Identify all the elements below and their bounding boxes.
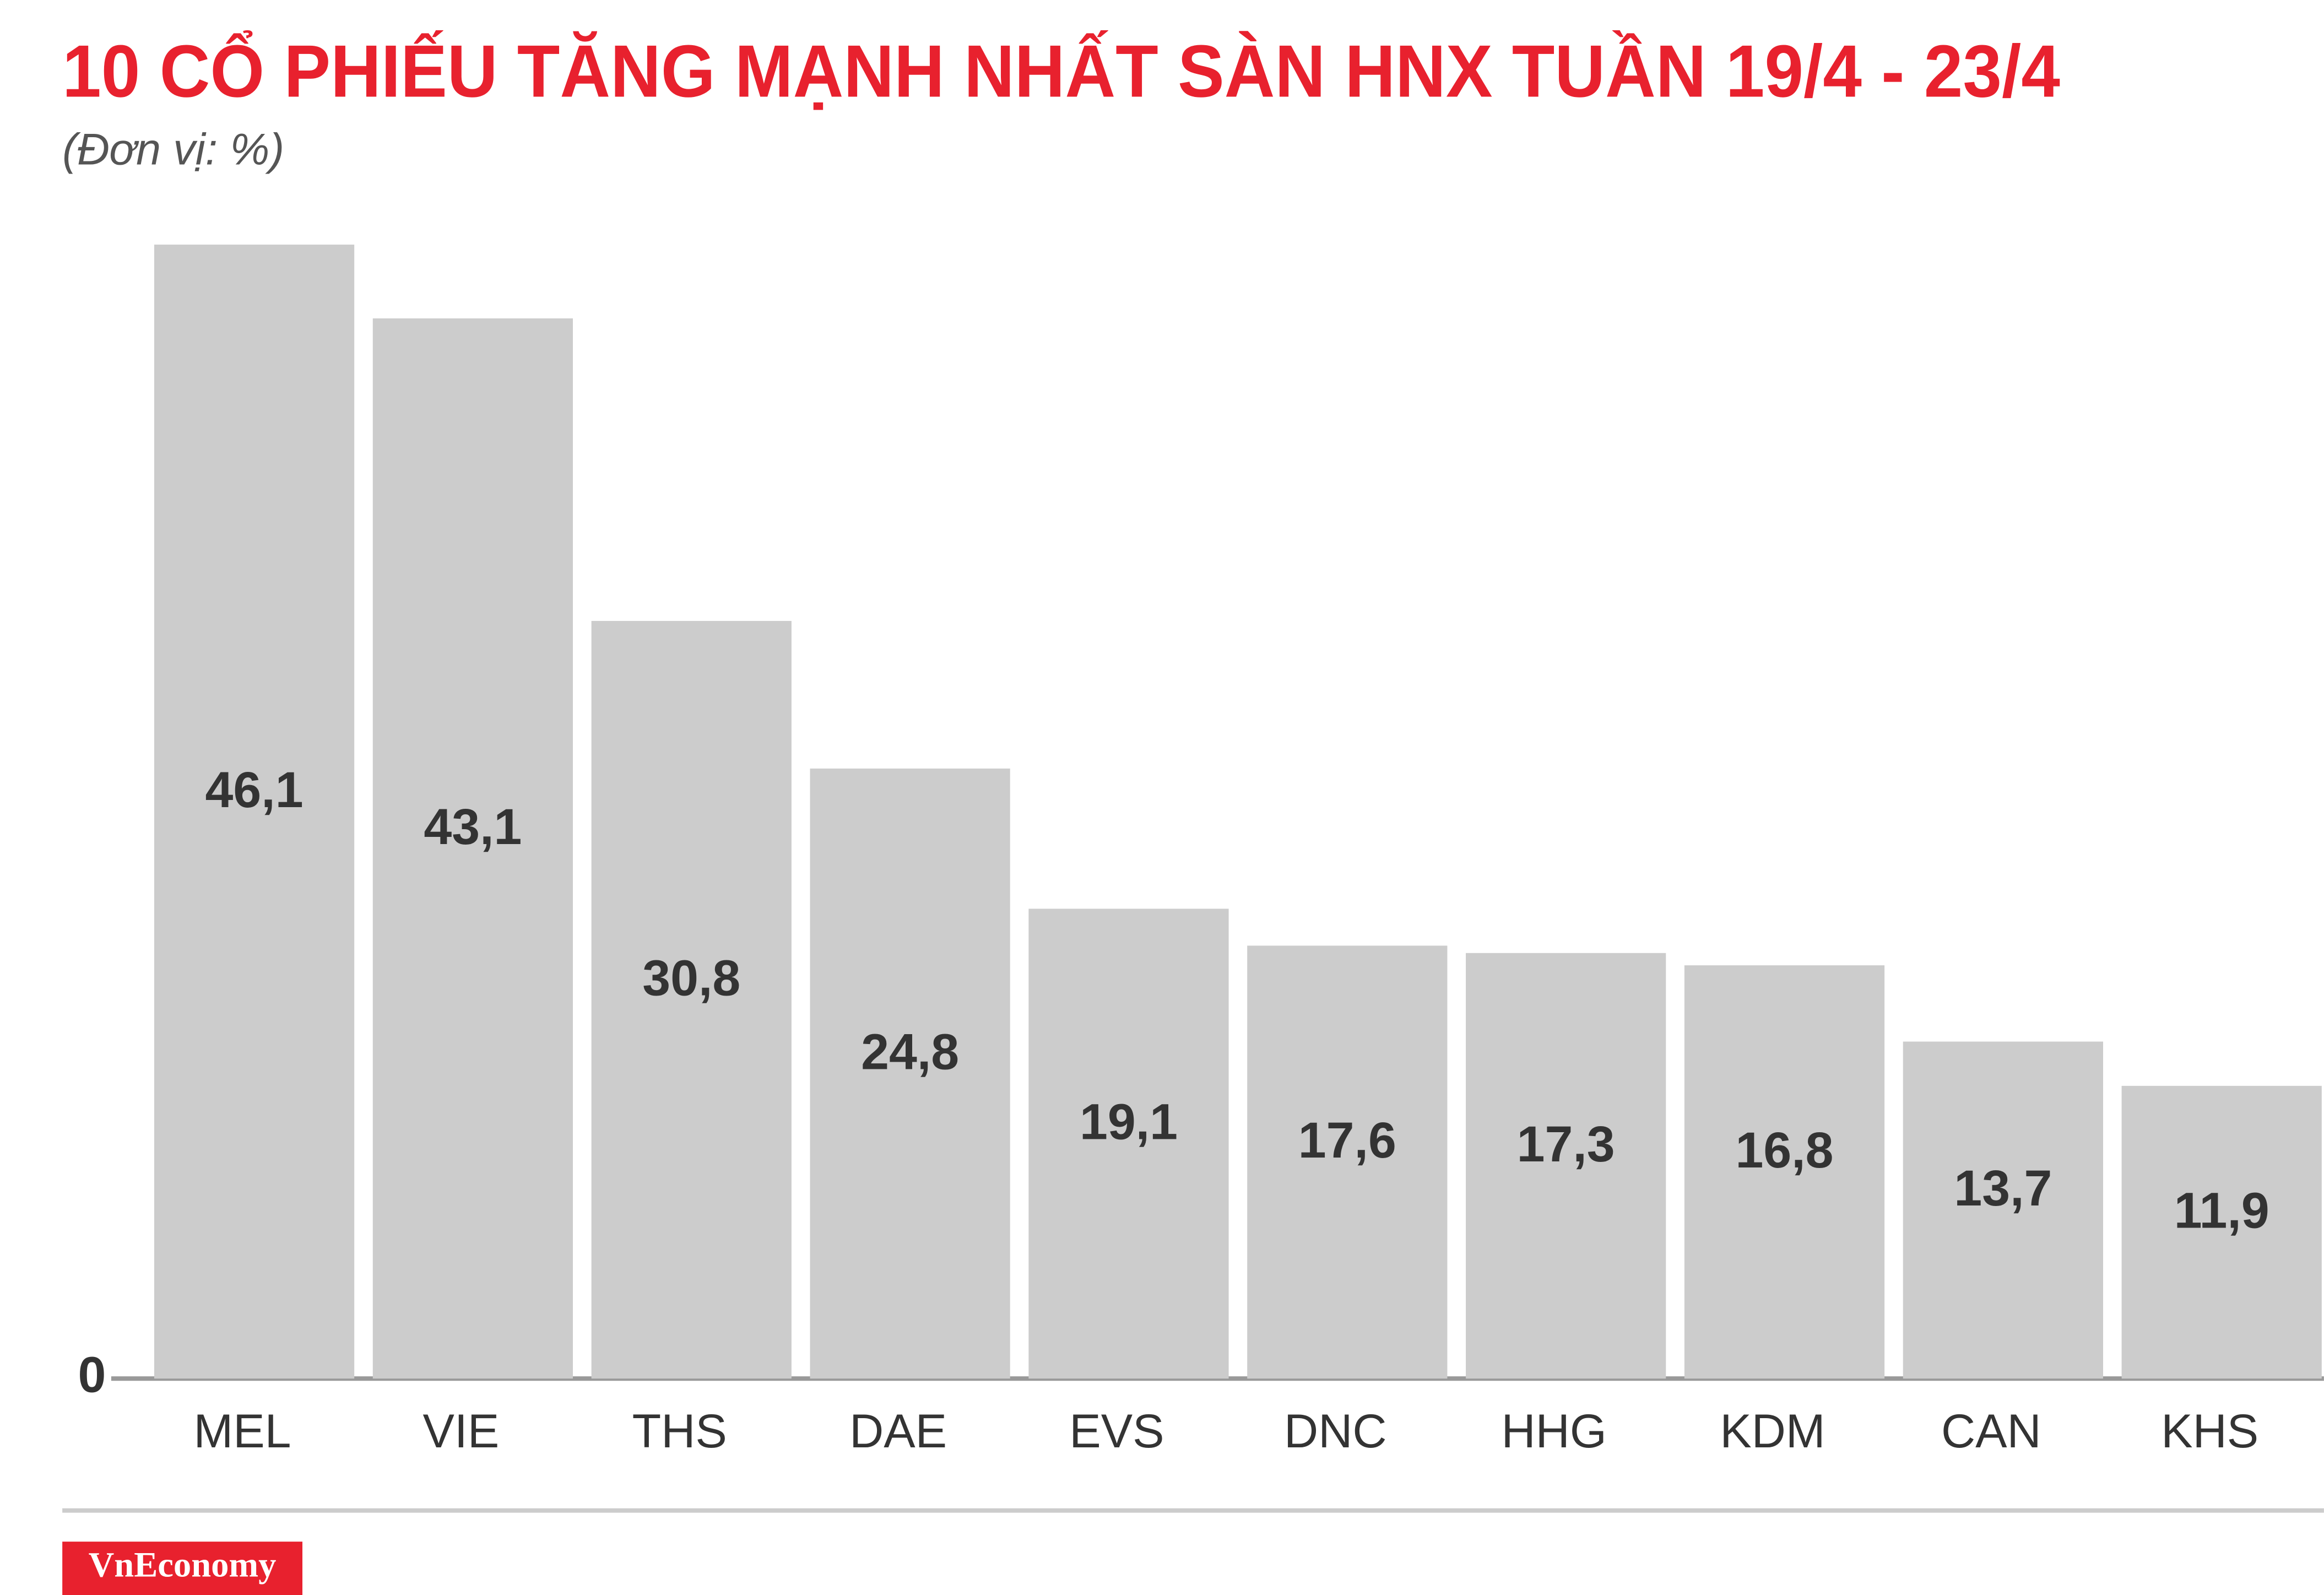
value-label: 16,8 <box>1736 1122 1834 1178</box>
bar <box>1903 1041 2103 1379</box>
value-label: 13,7 <box>1954 1160 2052 1216</box>
value-label: 11,9 <box>2174 1182 2269 1239</box>
value-label: 17,6 <box>1298 1112 1396 1169</box>
brand-box <box>62 1542 302 1595</box>
x-tick-label: VIE <box>423 1405 500 1458</box>
bar <box>1028 909 1229 1379</box>
bar <box>1247 945 1448 1379</box>
x-tick-label: CAN <box>1941 1405 2041 1458</box>
value-label: 17,3 <box>1517 1116 1615 1172</box>
x-tick-label: KHS <box>2161 1405 2258 1458</box>
bar <box>810 768 1010 1379</box>
x-tick-label: HHG <box>1502 1405 1607 1458</box>
value-label: 19,1 <box>1080 1094 1178 1150</box>
x-tick-label: MEL <box>194 1405 291 1458</box>
value-label: 46,1 <box>205 762 304 818</box>
value-label: 43,1 <box>424 799 522 855</box>
x-tick-label: DAE <box>849 1405 947 1458</box>
bar <box>2121 1085 2322 1379</box>
bar <box>591 621 792 1379</box>
value-label: 30,8 <box>642 950 740 1006</box>
x-tick-label: THS <box>632 1405 727 1458</box>
chart-title: 10 CỔ PHIẾU TĂNG MẠNH NHẤT SÀN HNX TUẦN … <box>62 29 2060 112</box>
chart-subtitle: (Đơn vị: %) <box>62 125 284 174</box>
x-tick-label: DNC <box>1284 1405 1387 1458</box>
y-tick-label: 0 <box>78 1347 106 1403</box>
bar <box>372 318 573 1379</box>
bar <box>154 244 355 1379</box>
x-tick-label: EVS <box>1069 1405 1164 1458</box>
x-tick-label: KDM <box>1720 1405 1825 1458</box>
brand-logo: VnEconomy <box>89 1544 277 1584</box>
bar <box>1684 965 1885 1379</box>
bar <box>1466 953 1666 1379</box>
value-label: 24,8 <box>861 1024 959 1080</box>
